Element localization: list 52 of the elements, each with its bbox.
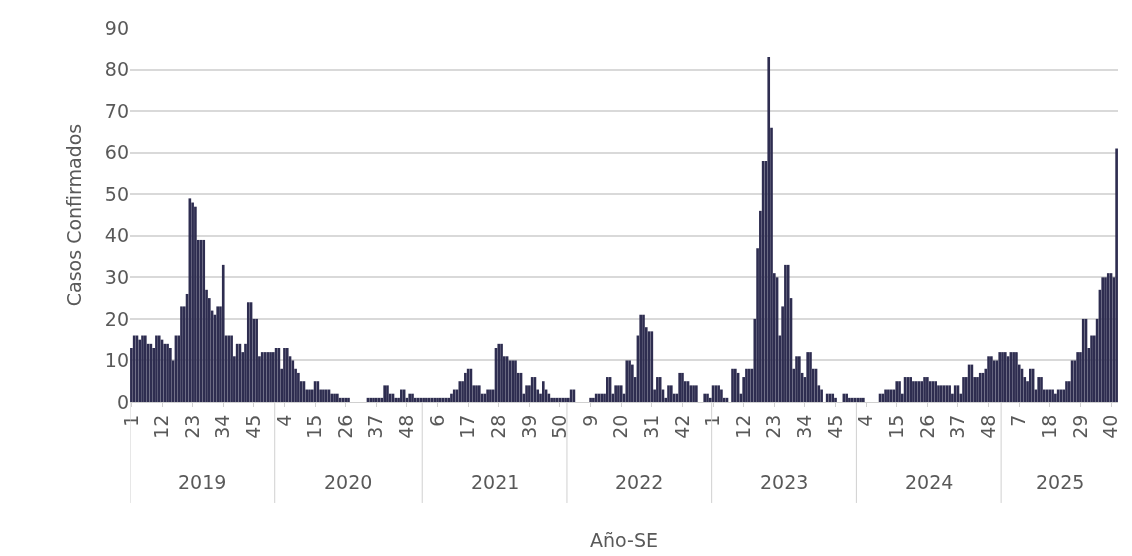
x-tick-label: 29 (1068, 414, 1091, 439)
x-tick-label: 9 (578, 414, 601, 427)
text: 2024 (905, 471, 954, 493)
x-tick-label: 7 (1007, 414, 1030, 427)
text: 2025 (1036, 471, 1085, 493)
x-tick-label: 23 (762, 414, 785, 439)
x-tick-label: 45 (823, 414, 846, 439)
x-tick-label: 12 (150, 414, 173, 439)
x-tick-label: 15 (303, 414, 326, 439)
x-tick-label: 37 (946, 414, 969, 439)
x-axis-title: Año-SE (590, 528, 658, 551)
y-tick-label: 20 (104, 307, 129, 330)
x-tick-label: 37 (364, 414, 387, 439)
x-tick-label: 1 (119, 414, 142, 427)
text: 2020 (324, 471, 373, 493)
x-tick-label: 15 (884, 414, 907, 439)
text: 2021 (471, 471, 520, 493)
text: 2022 (615, 471, 664, 493)
y-tick-label: 40 (104, 224, 129, 247)
x-tick-label: 17 (456, 414, 479, 439)
y-tick-label: 10 (104, 349, 129, 372)
x-tick-label: 23 (180, 414, 203, 439)
x-tick-label: 4 (854, 414, 877, 427)
x-tick-label: 20 (609, 414, 632, 439)
x-tick-label: 31 (640, 414, 663, 439)
x-tick-label: 1 (701, 414, 724, 427)
text: 2019 (178, 471, 227, 493)
y-tick-label: 80 (104, 58, 129, 81)
x-tick-label: 34 (793, 414, 816, 439)
x-tick-label: 48 (976, 414, 999, 439)
y-tick-label: 70 (104, 99, 129, 122)
x-tick-label: 12 (731, 414, 754, 439)
x-tick-label: 39 (517, 414, 540, 439)
x-tick-label: 26 (915, 414, 938, 439)
y-tick-label: 30 (104, 265, 129, 288)
y-tick-label: 50 (104, 182, 129, 205)
x-tick-label: 26 (333, 414, 356, 439)
y-axis-title: Casos Confirmados (62, 123, 85, 307)
x-tick-label: 6 (425, 414, 448, 427)
text: 2023 (760, 471, 809, 493)
x-tick-label: 50 (548, 414, 571, 439)
x-tick-label: 42 (670, 414, 693, 439)
x-tick-label: 18 (1037, 414, 1060, 439)
x-tick-label: 40 (1099, 414, 1122, 439)
y-tick-label: 90 (104, 16, 129, 39)
y-tick-label: 60 (104, 141, 129, 164)
x-tick-label: 28 (486, 414, 509, 439)
x-tick-label: 45 (242, 414, 265, 439)
x-tick-label: 34 (211, 414, 234, 439)
x-tick-label: 48 (395, 414, 418, 439)
x-tick-label: 4 (272, 414, 295, 427)
y-tick-label: 0 (116, 390, 129, 413)
